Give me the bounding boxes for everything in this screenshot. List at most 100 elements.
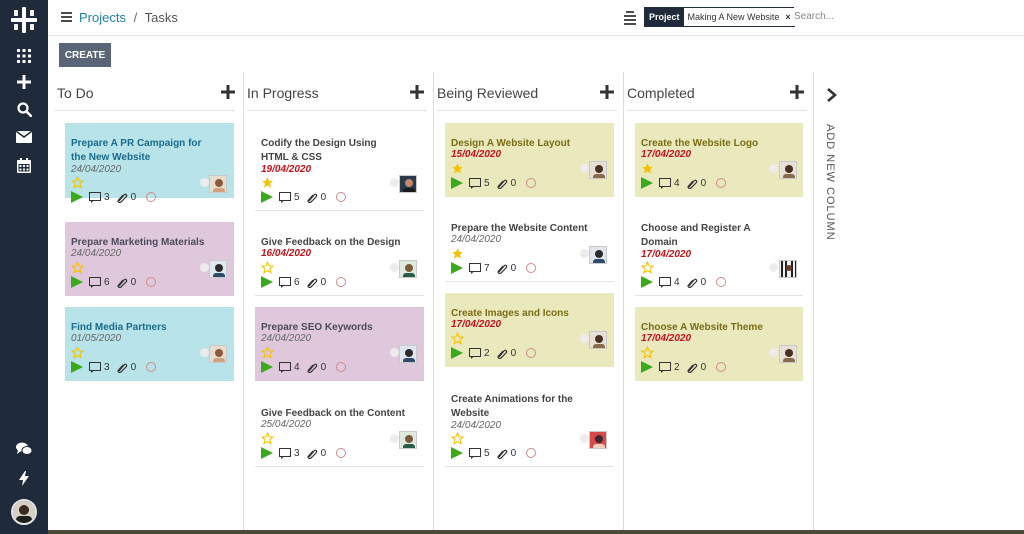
card-title: Prepare SEO Keywords: [261, 322, 373, 333]
status-dot[interactable]: [200, 263, 209, 272]
add-card-icon[interactable]: [790, 85, 804, 99]
task-card[interactable]: Create the Website Logo 17/04/2020 4 0: [635, 123, 803, 197]
bolt-icon[interactable]: [12, 466, 36, 490]
task-card[interactable]: Codify the Design Using HTML & CSS 19/04…: [255, 123, 424, 211]
chevron-right-icon[interactable]: [826, 88, 838, 102]
play-icon[interactable]: [451, 347, 463, 359]
message-count: 6: [104, 276, 110, 288]
status-dot[interactable]: [580, 164, 589, 173]
star-empty-icon[interactable]: [641, 346, 654, 359]
task-card[interactable]: Design A Website Layout 15/04/2020 5 0: [445, 123, 614, 197]
star-filled-icon[interactable]: [261, 176, 274, 189]
play-icon[interactable]: [451, 262, 463, 274]
clock-icon[interactable]: [336, 192, 347, 202]
create-button[interactable]: CREATE: [59, 43, 111, 67]
play-icon[interactable]: [71, 361, 83, 373]
clock-icon[interactable]: [526, 348, 537, 358]
menu-toggle-icon[interactable]: [61, 12, 72, 22]
star-empty-icon[interactable]: [261, 432, 274, 445]
user-avatar[interactable]: [11, 499, 37, 525]
clock-icon[interactable]: [716, 178, 727, 188]
task-card[interactable]: Create Images and Icons 17/04/2020 2 0: [445, 293, 614, 367]
play-icon[interactable]: [261, 447, 273, 459]
status-dot[interactable]: [390, 434, 399, 443]
breadcrumb-current: Tasks: [144, 10, 178, 25]
message-count: 5: [484, 177, 490, 189]
star-empty-icon[interactable]: [71, 346, 84, 359]
status-dot[interactable]: [390, 263, 399, 272]
status-dot[interactable]: [769, 164, 778, 173]
status-dot[interactable]: [769, 263, 778, 272]
add-card-icon[interactable]: [410, 85, 424, 99]
status-dot[interactable]: [200, 348, 209, 357]
status-dot[interactable]: [580, 249, 589, 258]
star-empty-icon[interactable]: [71, 261, 84, 274]
task-card[interactable]: Choose A Website Theme 17/04/2020 2 0: [635, 307, 803, 381]
task-card[interactable]: Find Media Partners 01/05/2020 3 0: [65, 307, 234, 381]
star-filled-icon[interactable]: [451, 247, 464, 260]
star-empty-icon[interactable]: [451, 332, 464, 345]
facet-remove-icon[interactable]: ×: [785, 12, 791, 22]
task-card[interactable]: Prepare the Website Content 24/04/2020 7…: [445, 208, 614, 282]
play-icon[interactable]: [71, 276, 83, 288]
play-icon[interactable]: [261, 276, 273, 288]
logo-icon[interactable]: [8, 6, 40, 34]
play-icon[interactable]: [641, 361, 653, 373]
status-dot[interactable]: [200, 178, 209, 187]
calendar-icon[interactable]: [12, 153, 36, 177]
task-card[interactable]: Create Animations for the Website 24/04/…: [445, 379, 614, 467]
status-dot[interactable]: [580, 334, 589, 343]
clock-icon[interactable]: [526, 263, 537, 273]
task-card[interactable]: Choose and Register A Domain 17/04/2020 …: [635, 208, 803, 296]
clock-icon[interactable]: [526, 448, 537, 458]
status-dot[interactable]: [769, 348, 778, 357]
status-dot[interactable]: [390, 178, 399, 187]
star-empty-icon[interactable]: [451, 432, 464, 445]
card-footer: 5 0: [261, 190, 347, 204]
star-empty-icon[interactable]: [71, 176, 84, 189]
play-icon[interactable]: [641, 177, 653, 189]
clock-icon[interactable]: [336, 362, 347, 372]
star-empty-icon[interactable]: [641, 261, 654, 274]
paperclip-icon: [686, 278, 697, 288]
plus-icon[interactable]: [12, 70, 36, 94]
play-icon[interactable]: [451, 177, 463, 189]
clock-icon[interactable]: [526, 178, 537, 188]
attachment-count: 0: [320, 191, 327, 203]
breadcrumb-projects-link[interactable]: Projects: [79, 10, 126, 25]
task-card[interactable]: Give Feedback on the Design 16/04/2020 6…: [255, 222, 424, 296]
clock-icon[interactable]: [336, 277, 347, 287]
search-icon[interactable]: [12, 97, 36, 121]
play-icon[interactable]: [261, 361, 273, 373]
task-card[interactable]: Prepare SEO Keywords 24/04/2020 4 0: [255, 307, 424, 381]
star-empty-icon[interactable]: [261, 261, 274, 274]
star-filled-icon[interactable]: [451, 162, 464, 175]
add-new-column[interactable]: ADD NEW COLUMN: [814, 72, 858, 534]
apps-grid-icon[interactable]: [12, 44, 36, 68]
play-icon[interactable]: [641, 276, 653, 288]
mail-icon[interactable]: [12, 125, 36, 149]
add-card-icon[interactable]: [600, 85, 614, 99]
status-dot[interactable]: [390, 348, 399, 357]
clock-icon[interactable]: [716, 277, 727, 287]
star-empty-icon[interactable]: [261, 346, 274, 359]
clock-icon[interactable]: [146, 277, 157, 287]
clock-icon[interactable]: [146, 192, 157, 202]
add-card-icon[interactable]: [221, 85, 235, 99]
filter-icon[interactable]: [624, 11, 636, 25]
task-card[interactable]: Prepare Marketing Materials 24/04/2020 6…: [65, 222, 234, 296]
star-filled-icon[interactable]: [641, 162, 654, 175]
add-column-label[interactable]: ADD NEW COLUMN: [824, 124, 836, 241]
search-input[interactable]: [794, 6, 1022, 26]
clock-icon[interactable]: [716, 362, 727, 372]
clock-icon[interactable]: [146, 362, 157, 372]
play-icon[interactable]: [71, 191, 83, 203]
play-icon[interactable]: [451, 447, 463, 459]
task-card[interactable]: Give Feedback on the Content 25/04/2020 …: [255, 393, 424, 467]
task-card[interactable]: Prepare A PR Campaign for the New Websit…: [65, 123, 234, 203]
clock-icon[interactable]: [336, 448, 347, 458]
chat-icon[interactable]: [12, 437, 36, 461]
status-dot[interactable]: [580, 434, 589, 443]
paperclip-icon: [116, 363, 127, 373]
play-icon[interactable]: [261, 191, 273, 203]
